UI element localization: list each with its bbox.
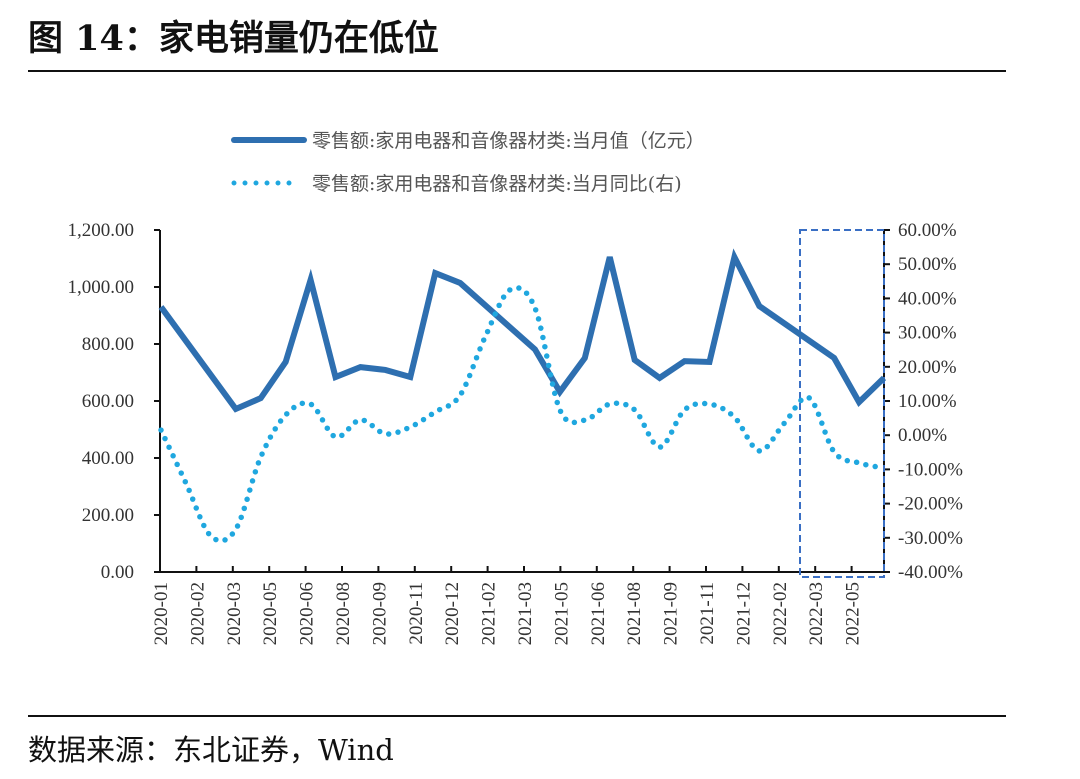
series-line-retail-value [158,248,887,413]
source-note: 数据来源：东北证券，Wind [28,733,394,767]
x-tick-label: 2020-05 [260,582,281,645]
left-tick-label: 1,000.00 [68,277,135,298]
x-tick-label: 2021-08 [624,582,645,645]
left-tick-label: 1,200.00 [68,220,135,241]
left-tick-label: 200.00 [82,505,134,526]
legend: 零售额:家用电器和音像器材类:当月值（亿元） 零售额:家用电器和音像器材类:当月… [231,130,705,195]
x-tick-label: 2021-05 [551,582,572,645]
x-tick-label: 2021-12 [733,582,754,645]
x-tick-label: 2021-11 [697,582,718,645]
x-tick-label: 2020-06 [297,582,318,645]
x-tick-label: 2020-01 [151,582,172,645]
x-tick-label: 2020-11 [406,582,427,645]
right-tick-label: 40.00% [898,288,957,309]
x-tick-label: 2022-02 [770,582,791,645]
x-tick-label: 2021-09 [661,582,682,645]
right-tick-label: -30.00% [898,528,963,549]
right-tick-label: -40.00% [898,562,963,583]
x-tick-label: 2021-02 [479,582,500,645]
highlight-box [799,229,885,578]
right-tick-label: -10.00% [898,459,963,480]
legend-label-yoy: 零售额:家用电器和音像器材类:当月同比(右) [312,173,682,195]
left-tick-label: 0.00 [101,562,134,583]
left-tick-label: 400.00 [82,448,134,469]
right-tick-label: 30.00% [898,323,957,344]
x-tick-label: 2020-03 [224,582,245,645]
right-tick-label: 20.00% [898,357,957,378]
x-tick-label: 2020-12 [442,582,463,645]
right-tick-label: 50.00% [898,254,957,275]
right-tick-label: -20.00% [898,494,963,515]
figure-title: 图 14：家电销量仍在低位 [28,18,439,59]
right-tick-label: 0.00% [898,425,947,446]
x-tick-label: 2021-06 [588,582,609,645]
legend-label-value: 零售额:家用电器和音像器材类:当月值（亿元） [312,130,705,152]
x-tick-label: 2020-02 [187,582,208,645]
x-tick-label: 2021-03 [515,582,536,645]
x-tick-label: 2020-08 [333,582,354,645]
x-tick-label: 2022-05 [843,582,864,645]
series-line-retail-yoy [158,285,887,544]
left-tick-label: 800.00 [82,334,134,355]
x-tick-label: 2022-03 [806,582,827,645]
right-tick-label: 60.00% [898,220,957,241]
left-tick-label: 600.00 [82,391,134,412]
x-tick-label: 2020-09 [369,582,390,645]
right-tick-label: 10.00% [898,391,957,412]
